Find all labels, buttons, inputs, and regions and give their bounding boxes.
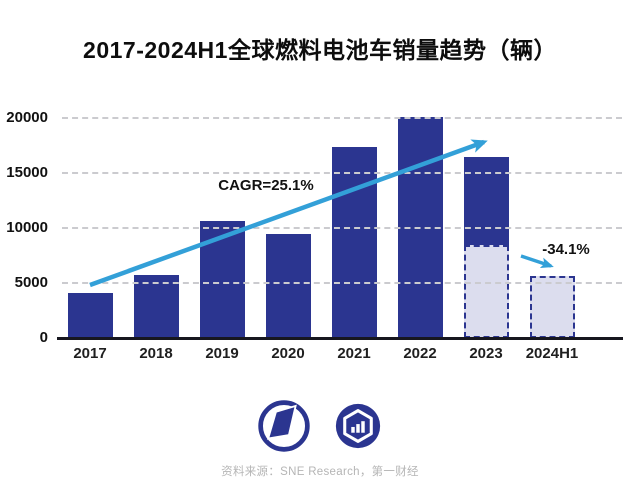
y-tick-label: 15000 [6, 164, 48, 181]
x-axis-label-2018: 2018 [139, 345, 173, 362]
bar-2021-solid [331, 146, 377, 338]
gridline-10000 [62, 227, 622, 229]
bar-2020-solid [265, 233, 311, 338]
x-axis-label-2019: 2019 [205, 345, 239, 362]
chart-title: 2017-2024H1全球燃料电池车销量趋势（辆） [83, 37, 557, 63]
decline-annotation: -34.1% [542, 241, 590, 258]
gridline-5000 [62, 282, 622, 284]
chart-area: CAGR=25.1% -34.1% 0 5000 10000 15000 20000 20… [0, 95, 640, 375]
yicai-circle-logo [258, 400, 310, 452]
x-axis-label-2020: 2020 [271, 345, 305, 362]
data-source-caption: 资料来源：SNE Research，第一财经 [221, 466, 419, 478]
x-axis-label-2017: 2017 [73, 345, 107, 362]
x-axis-label-2021: 2021 [337, 345, 371, 362]
bar-2023-solid [463, 156, 509, 245]
x-axis-label-2022: 2022 [403, 345, 437, 362]
cagr-annotation: CAGR=25.1% [218, 177, 314, 194]
gridline-15000 [62, 172, 622, 174]
bar-2024H1-h1-dashed [529, 276, 575, 338]
publisher-logos [0, 399, 640, 453]
bar-2017-solid [67, 292, 113, 338]
bar-2019-solid [199, 221, 245, 338]
y-tick-label: 10000 [6, 219, 48, 236]
x-axis-line [57, 337, 623, 340]
y-tick-label: 5000 [14, 274, 48, 291]
hexagon-chart-logo [335, 403, 381, 449]
bar-2018-solid [133, 275, 179, 338]
y-tick-label: 20000 [6, 109, 48, 126]
y-tick-label: 0 [39, 329, 48, 346]
x-axis-label-2024H1: 2024H1 [525, 345, 579, 362]
bar-2023-h1-dashed [463, 244, 509, 338]
x-axis-label-2023: 2023 [469, 345, 503, 362]
gridline-20000 [62, 117, 622, 119]
